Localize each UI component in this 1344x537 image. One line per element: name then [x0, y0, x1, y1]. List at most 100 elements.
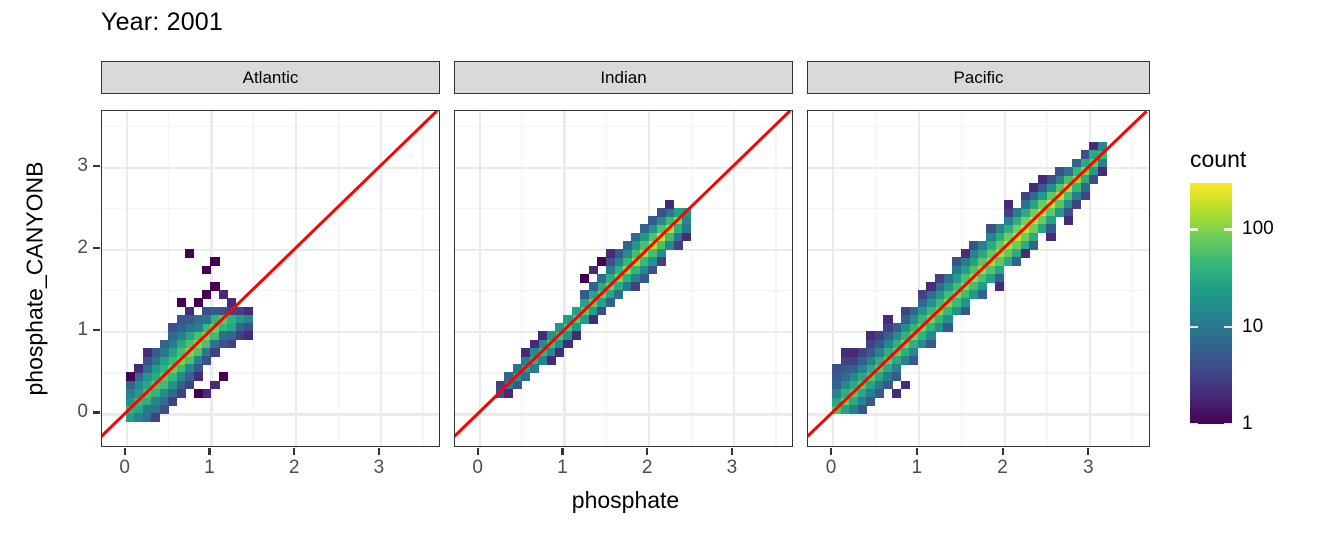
- data-bin: [622, 240, 632, 250]
- x-axis-tick-label: 2: [641, 457, 653, 478]
- data-bin: [218, 323, 229, 332]
- data-bin: [134, 372, 144, 382]
- data-bin: [202, 323, 212, 332]
- data-bin: [656, 240, 666, 250]
- data-bin: [176, 347, 186, 357]
- data-bin: [1020, 249, 1030, 258]
- data-bin: [218, 339, 229, 349]
- data-bin: [168, 397, 178, 406]
- data-bin: [857, 364, 867, 373]
- data-bin: [168, 331, 178, 341]
- data-bin: [952, 265, 962, 275]
- data-bin: [883, 380, 893, 390]
- data-bin: [210, 281, 220, 291]
- data-bin: [159, 339, 169, 349]
- data-bin: [883, 347, 893, 357]
- legend-tick-mark: [1224, 325, 1232, 329]
- data-bin: [1046, 216, 1056, 226]
- data-bin: [1029, 199, 1039, 209]
- data-bin: [1097, 158, 1107, 168]
- data-bin: [176, 364, 186, 373]
- x-axis-tick-label: 2: [288, 457, 300, 478]
- data-bin: [673, 207, 683, 217]
- data-bin: [866, 347, 876, 357]
- gridline-minor-vertical: [168, 111, 170, 446]
- data-bin: [960, 290, 970, 299]
- data-bin: [960, 273, 970, 283]
- data-bin: [1089, 166, 1099, 176]
- data-bin: [185, 323, 195, 332]
- data-bin: [1072, 166, 1082, 176]
- data-bin: [639, 273, 649, 283]
- data-bin: [857, 372, 867, 382]
- data-bin: [874, 355, 885, 365]
- data-bin: [977, 273, 987, 283]
- data-bin: [588, 281, 598, 291]
- data-bin: [943, 314, 953, 324]
- data-bin: [969, 265, 979, 275]
- data-bin: [639, 232, 649, 242]
- data-bin: [1080, 158, 1090, 168]
- gridline-major-horizontal: [455, 166, 792, 170]
- data-bin: [977, 240, 987, 250]
- data-bin: [142, 364, 152, 373]
- data-bin: [883, 372, 893, 382]
- data-bin: [159, 364, 169, 373]
- gridline-minor-horizontal: [808, 125, 1149, 127]
- data-bin: [176, 298, 186, 308]
- data-bin: [244, 314, 254, 324]
- data-bin: [648, 257, 658, 267]
- gridline-minor-horizontal: [455, 372, 792, 374]
- data-bin: [529, 347, 539, 357]
- data-bin: [960, 306, 970, 316]
- data-bin: [849, 355, 859, 365]
- data-bin: [1037, 183, 1047, 193]
- x-axis-tick-label: 0: [119, 457, 131, 478]
- x-axis-tick-label: 3: [726, 457, 738, 478]
- data-bin: [874, 380, 885, 390]
- data-bin: [227, 323, 237, 332]
- data-bin: [631, 249, 641, 258]
- data-bin: [917, 331, 927, 341]
- data-bin: [521, 355, 531, 365]
- data-bin: [202, 290, 212, 299]
- gridline-major-vertical: [478, 111, 481, 446]
- data-bin: [168, 347, 178, 357]
- gridline-minor-vertical: [521, 111, 523, 446]
- data-bin: [159, 388, 169, 398]
- data-bin: [673, 232, 683, 242]
- data-bin: [874, 331, 885, 341]
- data-bin: [969, 240, 979, 250]
- data-bin: [168, 372, 178, 382]
- data-bin: [631, 232, 641, 242]
- data-bin: [673, 240, 683, 250]
- data-bin: [986, 240, 996, 250]
- data-bin: [134, 380, 144, 390]
- data-bin: [1020, 199, 1030, 209]
- data-bin: [926, 323, 936, 332]
- gridline-minor-horizontal: [102, 372, 439, 374]
- data-bin: [614, 265, 624, 275]
- gridline-major-horizontal: [455, 413, 792, 416]
- data-bin: [227, 314, 237, 324]
- data-bin: [994, 273, 1005, 283]
- data-bin: [1054, 207, 1065, 217]
- data-bin: [168, 339, 178, 349]
- data-bin: [849, 372, 859, 382]
- legend-tick-mark: [1224, 423, 1232, 426]
- data-bin: [1012, 207, 1022, 217]
- data-bin: [952, 298, 962, 308]
- data-bin: [605, 298, 615, 308]
- data-bin: [960, 265, 970, 275]
- data-bin: [909, 355, 919, 365]
- data-bin: [210, 347, 220, 357]
- data-bin: [631, 273, 641, 283]
- data-bin: [235, 306, 245, 316]
- data-bin: [546, 347, 556, 357]
- facet-panel-atlantic: [101, 110, 440, 447]
- data-bin: [977, 281, 987, 291]
- gridline-major-horizontal: [808, 331, 1149, 334]
- data-bin: [917, 290, 927, 299]
- data-bin: [210, 257, 220, 267]
- data-bin: [622, 249, 632, 258]
